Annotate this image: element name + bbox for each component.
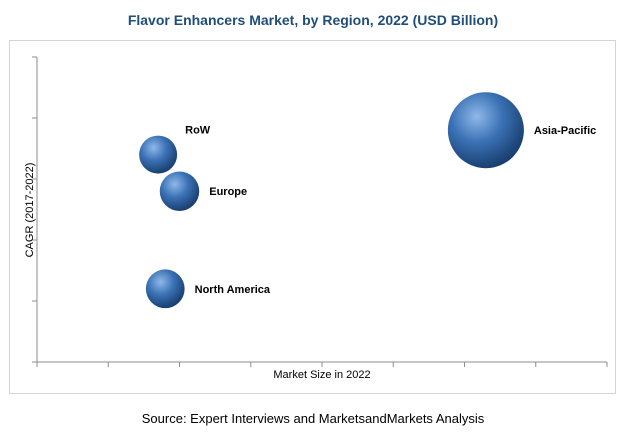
source-note: Source: Expert Interviews and Marketsand… — [0, 411, 626, 426]
x-axis-label: Market Size in 2022 — [273, 369, 370, 381]
bubble-north-america — [146, 269, 185, 308]
bubble-label-row: RoW — [185, 125, 211, 137]
bubble-row — [139, 136, 177, 174]
bubble-label-asia-pacific: Asia-Pacific — [534, 125, 596, 137]
bubble-label-europe: Europe — [209, 186, 247, 198]
bubble-europe — [160, 171, 199, 210]
y-axis-label: CAGR (2017-2022) — [24, 163, 36, 258]
bubble-asia-pacific — [448, 92, 524, 168]
bubble-label-north-america: North America — [195, 284, 271, 296]
